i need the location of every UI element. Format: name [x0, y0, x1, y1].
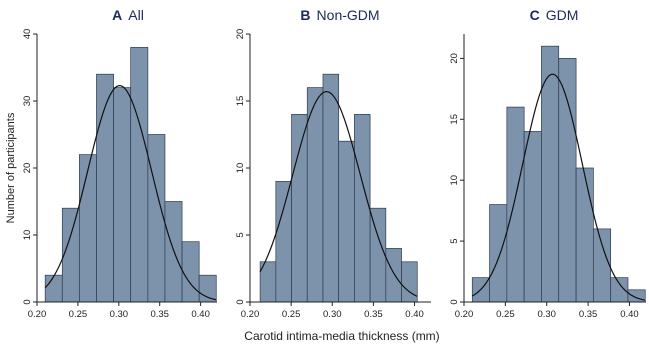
y-tick-label: 30 [22, 96, 33, 107]
histogram-bar [523, 131, 542, 303]
x-axis-label: Carotid intima-media thickness (mm) [244, 329, 439, 343]
histogram-bar [593, 228, 612, 303]
histogram-bar [338, 140, 355, 303]
histogram-bar [275, 181, 292, 303]
x-tick-label: 0.25 [282, 309, 301, 320]
histogram-bar [164, 201, 183, 303]
y-tick-label: 15 [235, 96, 246, 107]
y-tick-label: 5 [449, 238, 460, 243]
y-tick-label: 20 [235, 29, 246, 40]
panel-letter: C [530, 7, 540, 23]
x-tick-label: 0.20 [455, 309, 474, 320]
x-tick-label: 0.25 [69, 309, 88, 320]
y-tick-label: 0 [449, 299, 460, 304]
y-tick-label: 20 [449, 53, 460, 64]
y-tick-label: 0 [22, 299, 33, 304]
histogram-bar [401, 261, 418, 303]
histogram-bar [44, 274, 63, 303]
x-tick-label: 0.30 [537, 309, 556, 320]
histogram-bar [322, 73, 340, 303]
y-tick-label: 10 [22, 230, 33, 241]
panel-title: A All [112, 7, 144, 23]
panel-letter: A [112, 7, 122, 23]
x-tick-label: 0.25 [496, 309, 515, 320]
panel-a: 0 10 20 30 40 0.20 0.25 0.30 0.35 0.40 A All [22, 7, 217, 320]
panel-name: GDM [546, 7, 579, 23]
x-tick-label: 0.40 [191, 309, 210, 320]
y-tick-label: 20 [22, 163, 33, 174]
y-tick-label: 5 [235, 232, 246, 237]
histogram-bar [558, 58, 577, 303]
histogram-bar [306, 87, 324, 303]
histogram-bar [291, 114, 308, 303]
y-tick-label: 40 [22, 29, 33, 40]
panel-title: C GDM [530, 7, 579, 23]
y-axis-label: Number of participants [5, 112, 17, 223]
panel-c: 0 5 10 15 20 0.20 0.25 0.30 0.35 0.40 C GDM [449, 7, 646, 320]
x-tick-label: 0.30 [323, 309, 342, 320]
normal-curve [259, 91, 418, 297]
x-tick-label: 0.40 [620, 309, 639, 320]
histogram-bar [61, 207, 80, 303]
panel-letter: B [300, 7, 310, 23]
x-tick-label: 0.35 [150, 309, 169, 320]
panel-name: Non-GDM [317, 7, 380, 23]
histogram-bar [130, 47, 149, 303]
histogram-bar [198, 274, 217, 303]
y-tick-label: 0 [235, 299, 246, 304]
x-tick-label: 0.20 [28, 309, 47, 320]
y-tick-label: 10 [235, 163, 246, 174]
x-tick-label: 0.30 [110, 309, 129, 320]
y-tick-label: 15 [449, 114, 460, 125]
histogram-bar [354, 114, 371, 303]
normal-curve [471, 73, 646, 301]
y-tick-label: 10 [449, 175, 460, 186]
histogram-bar [147, 134, 166, 303]
normal-curve [44, 84, 217, 301]
panel-b: 0 5 10 15 20 0.20 0.25 0.30 0.35 0.40 B Non-GDM [235, 7, 431, 320]
x-tick-label: 0.20 [241, 309, 260, 320]
x-tick-label: 0.35 [364, 309, 383, 320]
x-tick-label: 0.40 [405, 309, 424, 320]
histogram-bar [506, 106, 525, 303]
x-tick-label: 0.35 [579, 309, 598, 320]
histogram-bar [385, 248, 402, 303]
panel-name: All [128, 7, 144, 23]
histogram-bar [181, 241, 200, 303]
panel-title: B Non-GDM [300, 7, 379, 23]
histogram-bar [79, 154, 97, 303]
histogram-bar [575, 167, 594, 303]
histogram-bar [489, 204, 508, 303]
histogram-bar [113, 87, 132, 303]
histogram-bar [369, 207, 387, 303]
